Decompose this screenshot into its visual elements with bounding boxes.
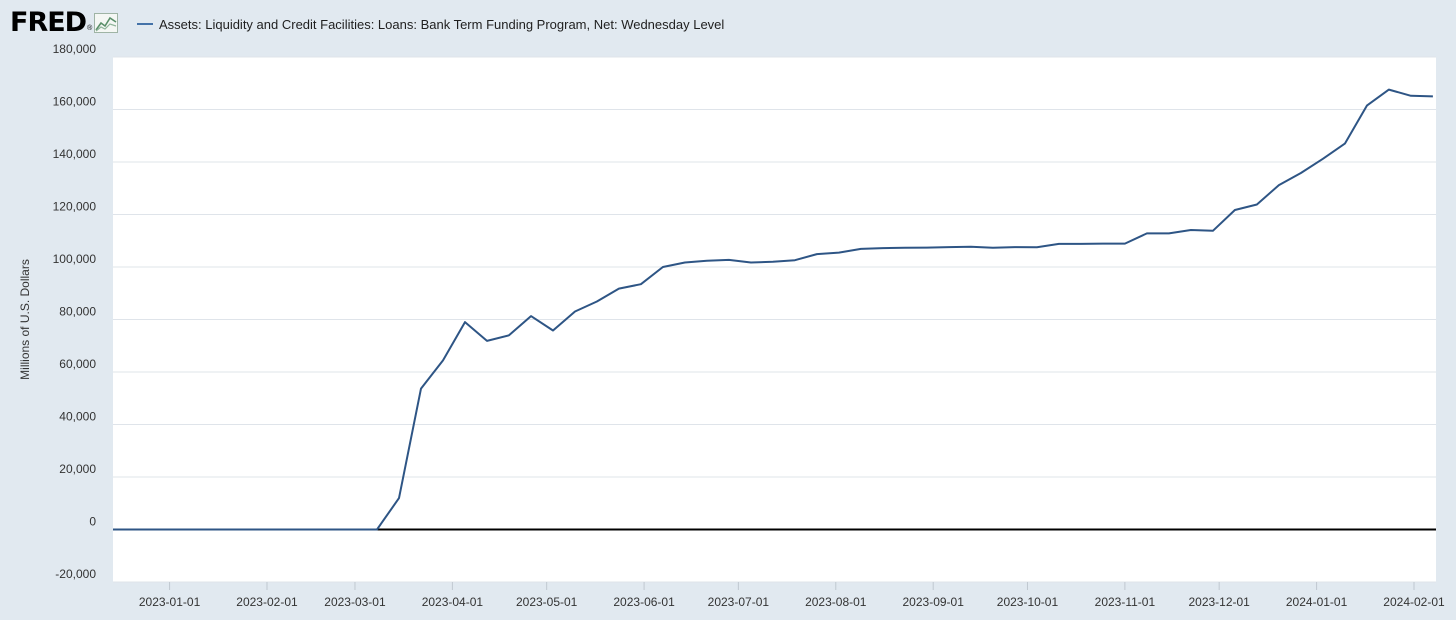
line-chart-icon [94, 13, 119, 38]
y-tick-label: 80,000 [59, 305, 96, 319]
y-tick-label: 60,000 [59, 357, 96, 371]
x-tick-label: 2023-05-01 [516, 595, 578, 609]
x-tick-label: 2023-02-01 [236, 595, 298, 609]
y-tick-label: 0 [89, 515, 96, 529]
x-tick-label: 2024-01-01 [1286, 595, 1348, 609]
x-tick-label: 2023-03-01 [324, 595, 386, 609]
x-tick-label: 2023-08-01 [805, 595, 867, 609]
y-tick-label: 100,000 [53, 252, 97, 266]
x-tick-label: 2023-06-01 [613, 595, 675, 609]
x-tick-label: 2023-11-01 [1095, 595, 1156, 609]
x-tick-label: 2023-09-01 [903, 595, 965, 609]
x-tick-label: 2023-07-01 [708, 595, 770, 609]
y-tick-label: 20,000 [59, 462, 96, 476]
x-tick-label: 2023-12-01 [1188, 595, 1250, 609]
y-tick-label: 120,000 [53, 200, 97, 214]
x-tick-label: 2024-02-01 [1383, 595, 1445, 609]
y-tick-label: -20,000 [55, 567, 96, 581]
y-tick-label: 160,000 [53, 95, 97, 109]
registered-mark: ® [87, 25, 93, 32]
chart-header: FRED ® Assets: Liquidity and Credit Faci… [0, 0, 1456, 48]
chart-legend: Assets: Liquidity and Credit Facilities:… [137, 14, 724, 34]
y-tick-label: 40,000 [59, 410, 96, 424]
x-tick-label: 2023-01-01 [139, 595, 201, 609]
fred-logo[interactable]: FRED ® [10, 7, 119, 39]
legend-label: Assets: Liquidity and Credit Facilities:… [159, 16, 725, 32]
y-axis-title: Millions of U.S. Dollars [18, 259, 32, 380]
series-line [113, 88, 1433, 531]
fred-logo-text: FRED [10, 7, 87, 38]
legend-swatch [137, 23, 153, 25]
x-tick-label: 2023-04-01 [422, 595, 484, 609]
x-tick-label: 2023-10-01 [997, 595, 1059, 609]
y-tick-label: 180,000 [53, 42, 97, 56]
y-tick-label: 140,000 [53, 147, 97, 161]
